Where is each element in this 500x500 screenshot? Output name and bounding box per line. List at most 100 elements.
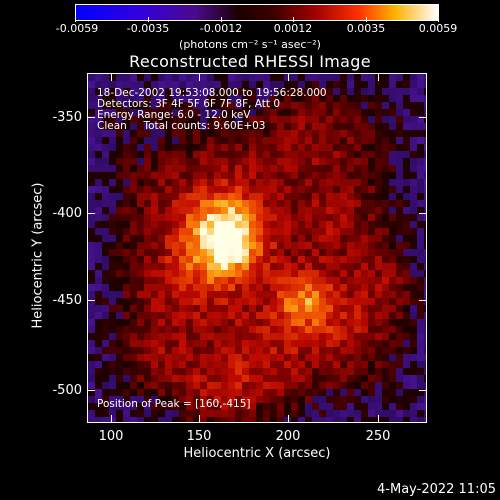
heatmap-cell <box>382 137 389 144</box>
heatmap-cell <box>109 249 116 256</box>
heatmap-cell <box>403 207 410 214</box>
heatmap-cell <box>284 123 291 130</box>
heatmap-cell <box>277 298 284 305</box>
heatmap-cell <box>130 249 137 256</box>
heatmap-cell <box>242 319 249 326</box>
heatmap-cell <box>368 291 375 298</box>
heatmap-cell <box>193 221 200 228</box>
heatmap-cell <box>382 417 389 422</box>
heatmap-cell <box>410 333 417 340</box>
heatmap-cell <box>277 214 284 221</box>
heatmap-cell <box>228 109 235 116</box>
heatmap-cell <box>263 333 270 340</box>
heatmap-cell <box>179 102 186 109</box>
heatmap-cell <box>214 319 221 326</box>
heatmap-cell <box>151 375 158 382</box>
heatmap-cell <box>88 123 95 130</box>
heatmap-cell <box>249 270 256 277</box>
heatmap-cell <box>144 179 151 186</box>
heatmap-cell <box>242 186 249 193</box>
heatmap-cell <box>137 158 144 165</box>
heatmap-cell <box>172 186 179 193</box>
heatmap-cell <box>228 74 235 81</box>
heatmap-cell <box>396 179 403 186</box>
heatmap-cell <box>284 340 291 347</box>
heatmap-cell <box>137 214 144 221</box>
heatmap-cell <box>186 410 193 417</box>
heatmap-cell <box>326 417 333 422</box>
heatmap-cell <box>424 403 426 410</box>
heatmap-cell <box>242 144 249 151</box>
footer-date: 4-May-2022 11:05 <box>377 482 496 497</box>
heatmap-cell <box>165 312 172 319</box>
heatmap-cell <box>109 361 116 368</box>
heatmap-cell <box>172 249 179 256</box>
heatmap-cell <box>368 186 375 193</box>
heatmap-cell <box>256 102 263 109</box>
heatmap-cell <box>235 256 242 263</box>
heatmap-cell <box>130 298 137 305</box>
heatmap-cell <box>347 200 354 207</box>
heatmap-cell <box>256 368 263 375</box>
heatmap-cell <box>277 95 284 102</box>
heatmap-cell <box>284 284 291 291</box>
heatmap-cell <box>291 158 298 165</box>
heatmap-cell <box>312 88 319 95</box>
heatmap-cell <box>95 249 102 256</box>
heatmap-cell <box>347 305 354 312</box>
heatmap-cell <box>151 193 158 200</box>
heatmap-cell <box>270 382 277 389</box>
heatmap-cell <box>95 214 102 221</box>
heatmap-cell <box>333 291 340 298</box>
heatmap-cell <box>116 144 123 151</box>
heatmap-cell <box>361 102 368 109</box>
heatmap-cell <box>424 340 426 347</box>
heatmap-cell <box>410 263 417 270</box>
heatmap-cell <box>151 298 158 305</box>
heatmap-cell <box>396 200 403 207</box>
heatmap-cell <box>298 235 305 242</box>
heatmap-cell <box>361 207 368 214</box>
heatmap-cell <box>123 95 130 102</box>
heatmap-cell <box>130 186 137 193</box>
heatmap-cell <box>389 193 396 200</box>
heatmap-cell <box>130 417 137 422</box>
heatmap-cell <box>396 375 403 382</box>
heatmap-cell <box>368 417 375 422</box>
heatmap-cell <box>172 88 179 95</box>
heatmap-cell <box>130 326 137 333</box>
x-tick-label: 150 <box>186 429 212 444</box>
heatmap-cell <box>396 326 403 333</box>
heatmap-cell <box>354 375 361 382</box>
heatmap-cell <box>221 214 228 221</box>
heatmap-cell <box>333 263 340 270</box>
heatmap-cell <box>277 207 284 214</box>
heatmap-cell <box>200 417 207 422</box>
heatmap-cell <box>88 382 95 389</box>
heatmap-cell <box>109 172 116 179</box>
heatmap-cell <box>214 298 221 305</box>
heatmap-cell <box>200 312 207 319</box>
heatmap-cell <box>368 354 375 361</box>
heatmap-cell <box>424 389 426 396</box>
heatmap-cell <box>214 375 221 382</box>
heatmap-cell <box>102 410 109 417</box>
heatmap-cell <box>249 410 256 417</box>
heatmap-cell <box>410 242 417 249</box>
heatmap-cell <box>179 88 186 95</box>
heatmap-cell <box>193 326 200 333</box>
heatmap-cell <box>263 123 270 130</box>
heatmap-cell <box>284 102 291 109</box>
heatmap-cell <box>88 165 95 172</box>
heatmap-cell <box>396 235 403 242</box>
heatmap-cell <box>123 347 130 354</box>
heatmap-cell <box>214 396 221 403</box>
heatmap-cell <box>284 277 291 284</box>
heatmap-cell <box>277 235 284 242</box>
heatmap-cell <box>368 102 375 109</box>
heatmap-cell <box>270 123 277 130</box>
heatmap-cell <box>242 361 249 368</box>
heatmap-cell <box>305 417 312 422</box>
heatmap-cell <box>354 249 361 256</box>
heatmap-cell <box>193 389 200 396</box>
